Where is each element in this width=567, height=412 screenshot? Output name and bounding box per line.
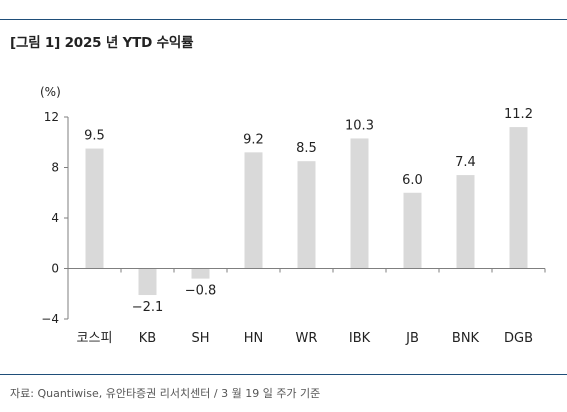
x-tick-label: WR [296,331,318,346]
x-tick-label: DGB [504,331,533,346]
x-tick-label: 코스피 [77,331,113,346]
data-label: −2.1 [132,300,164,315]
x-axis: 코스피 KB SH HN WR IBK JB BNK DGB [67,268,546,346]
source-note: 자료: Quantiwise, 유안타증권 리서치센터 / 3 월 19 일 주… [10,387,321,400]
y-axis-unit-label: (%) [40,85,61,99]
bar-JB [403,192,422,269]
data-label: 7.4 [455,155,476,170]
bars: 9.5 −2.1 −0.8 9.2 8.5 10.3 6.0 7.4 11.2 [84,107,533,315]
x-tick-label: KB [139,331,156,346]
bar-KB [138,268,157,296]
x-tick-label: IBK [349,331,371,346]
x-tick-label: SH [191,331,209,346]
bar-SH [191,268,210,279]
figure-title: [그림 1] 2025 년 YTD 수익률 [10,35,194,51]
y-tick-label: 4 [51,211,59,225]
y-tick-label: 12 [44,110,59,124]
y-tick-label: 8 [51,161,59,175]
x-tick-label: JB [405,331,419,346]
bar-HN [244,152,263,269]
x-tick-label: HN [244,331,264,346]
data-label: 9.5 [84,129,105,144]
bar-코스피 [85,148,104,269]
y-tick-label: 0 [51,262,59,276]
data-label: 8.5 [296,141,317,156]
data-label: 6.0 [402,173,423,188]
data-label: −0.8 [185,284,217,299]
bar-DGB [509,127,528,269]
y-axis: −4 0 4 8 12 [41,110,69,326]
bottom-rule [0,374,567,375]
bar-IBK [350,138,369,269]
bar-BNK [456,175,475,269]
data-label: 10.3 [345,118,374,133]
y-tick-label: −4 [41,312,59,326]
x-tick-label: BNK [452,331,480,346]
top-rule [0,19,567,20]
bar-WR [297,161,316,269]
data-label: 11.2 [504,107,533,122]
data-label: 9.2 [243,132,264,147]
